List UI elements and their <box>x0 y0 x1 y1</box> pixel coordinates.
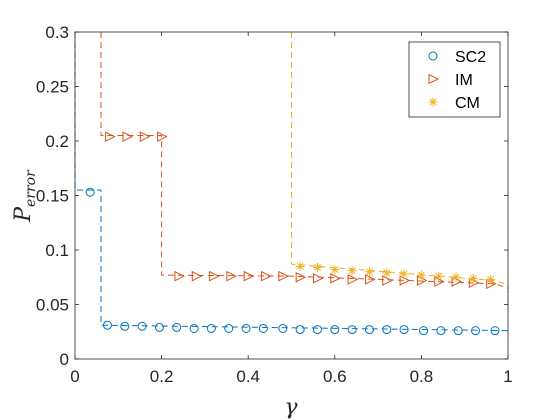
data-point-sc2-9 <box>241 323 251 333</box>
legend-marker-cm <box>428 97 438 107</box>
x-tick-label: 0.6 <box>323 367 347 386</box>
data-point-sc2-10 <box>258 323 268 333</box>
data-point-sc2-23 <box>490 326 500 336</box>
x-tick-label: 0.2 <box>150 367 174 386</box>
data-point-im-15 <box>364 274 376 285</box>
data-point-sc2-21 <box>453 326 463 336</box>
data-point-cm-10 <box>468 273 478 283</box>
y-tick-label: 0 <box>60 350 69 369</box>
data-point-sc2-16 <box>364 325 374 335</box>
data-point-sc2-3 <box>137 321 147 331</box>
data-point-im-1 <box>122 131 134 142</box>
x-tick-label: 0.8 <box>410 367 434 386</box>
legend-label-cm: CM <box>455 95 480 112</box>
legend: SC2 IM CM <box>408 41 501 118</box>
data-point-cm-0 <box>295 261 305 271</box>
series-cm <box>291 32 509 310</box>
data-point-sc2-15 <box>347 325 357 335</box>
data-point-im-6 <box>209 270 220 282</box>
data-point-sc2-13 <box>312 325 322 335</box>
legend-marker-sc2 <box>428 51 438 61</box>
data-point-sc2-4 <box>154 322 164 332</box>
series-im <box>100 32 509 310</box>
data-point-cm-4 <box>364 267 374 277</box>
data-point-sc2-17 <box>382 325 392 335</box>
data-point-sc2-20 <box>436 326 446 336</box>
data-point-cm-2 <box>330 265 340 275</box>
y-tick-label: 0.05 <box>36 296 69 315</box>
data-point-sc2-6 <box>189 323 199 333</box>
data-point-im-5 <box>191 270 203 282</box>
data-point-sc2-22 <box>471 326 481 336</box>
series-line-cm <box>291 32 509 310</box>
data-point-sc2-8 <box>224 323 234 333</box>
data-point-im-9 <box>261 270 272 282</box>
y-axis-label-main: P <box>11 206 36 223</box>
data-point-im-16 <box>382 275 393 286</box>
y-tick-label: 0.15 <box>36 187 69 206</box>
data-point-cm-8 <box>434 271 444 281</box>
y-tick-label: 0.3 <box>45 23 69 42</box>
y-tick-label: 0.2 <box>45 132 69 151</box>
legend-box <box>408 41 501 118</box>
data-point-im-3 <box>157 131 168 142</box>
data-point-im-10 <box>278 270 289 282</box>
series-line-im <box>100 32 509 310</box>
legend-label-im: IM <box>455 72 473 89</box>
legend-marker-im <box>428 73 440 85</box>
data-point-cm-11 <box>486 274 496 284</box>
data-point-im-11 <box>295 271 307 283</box>
data-point-im-0 <box>105 131 116 142</box>
data-point-im-12 <box>312 273 324 284</box>
data-point-im-4 <box>174 270 186 282</box>
data-point-im-14 <box>347 274 359 285</box>
y-axis-label: Perror <box>11 169 39 223</box>
data-point-sc2-1 <box>102 320 112 330</box>
y-tick-label: 0.25 <box>36 78 69 97</box>
data-point-cm-7 <box>416 270 426 280</box>
y-tick-label: 0.1 <box>45 241 69 260</box>
x-tick-label: 0.4 <box>236 367 260 386</box>
x-tick-label: 0 <box>70 367 79 386</box>
data-point-im-7 <box>226 270 237 282</box>
data-point-cm-9 <box>451 272 461 282</box>
data-point-sc2-12 <box>295 325 305 335</box>
data-point-sc2-0 <box>85 187 95 197</box>
data-point-im-8 <box>243 270 255 282</box>
data-point-im-2 <box>139 131 151 142</box>
x-tick-label: 1 <box>503 367 512 386</box>
data-point-im-13 <box>330 273 341 284</box>
data-point-sc2-2 <box>120 321 130 331</box>
data-point-sc2-11 <box>278 323 288 333</box>
x-axis-label: γ <box>284 395 298 420</box>
data-point-sc2-5 <box>172 322 182 332</box>
data-point-sc2-18 <box>399 325 409 335</box>
data-point-cm-3 <box>347 266 357 276</box>
data-point-sc2-19 <box>419 326 429 336</box>
y-axis-label-sub: error <box>23 169 39 207</box>
data-point-cm-6 <box>399 269 409 279</box>
legend-label-sc2: SC2 <box>455 49 486 66</box>
data-point-cm-5 <box>382 268 392 278</box>
data-point-cm-1 <box>312 262 322 272</box>
data-point-sc2-7 <box>206 323 216 333</box>
data-point-sc2-14 <box>330 325 340 335</box>
